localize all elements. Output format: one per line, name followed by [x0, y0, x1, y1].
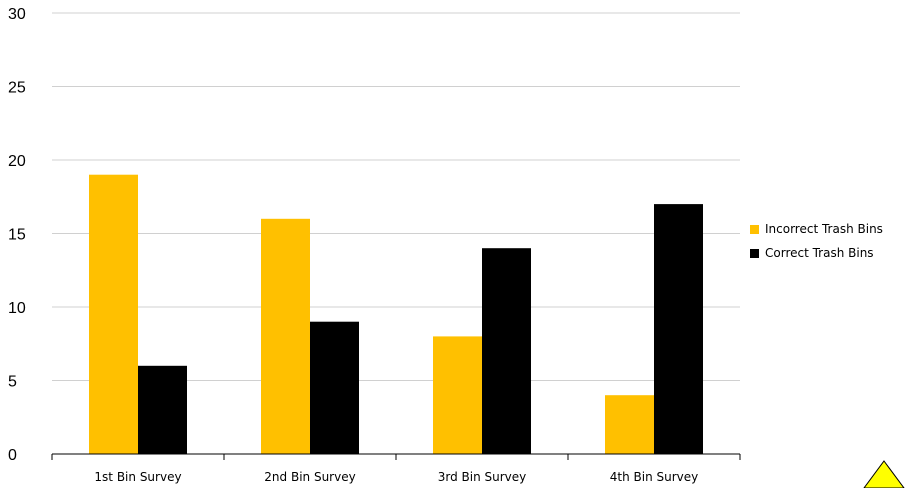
- bars: [89, 174, 703, 454]
- bar-incorrect-2: [261, 218, 310, 454]
- bar-incorrect-4: [605, 395, 654, 454]
- legend-item-correct: Correct Trash Bins: [750, 245, 883, 261]
- legend-swatch-incorrect: [750, 224, 759, 234]
- legend: Incorrect Trash Bins Correct Trash Bins: [750, 221, 883, 269]
- legend-label-incorrect: Incorrect Trash Bins: [765, 222, 883, 236]
- x-axis-labels: 1st Bin Survey 2nd Bin Survey 3rd Bin Su…: [94, 470, 698, 484]
- y-tick-label: 25: [8, 80, 26, 97]
- y-tick-label: 0: [8, 447, 17, 464]
- legend-item-incorrect: Incorrect Trash Bins: [750, 221, 883, 237]
- x-category-label: 3rd Bin Survey: [438, 470, 527, 484]
- x-axis: [51, 453, 741, 460]
- bar-correct-4: [654, 204, 703, 454]
- corner-triangle-icon: [863, 460, 905, 488]
- legend-swatch-correct: [750, 248, 759, 258]
- y-tick-label: 5: [8, 374, 17, 391]
- bar-correct-1: [138, 365, 187, 454]
- y-tick-label: 15: [8, 227, 26, 244]
- x-category-label: 2nd Bin Survey: [264, 470, 355, 484]
- legend-label-correct: Correct Trash Bins: [765, 246, 874, 260]
- y-tick-label: 20: [8, 153, 26, 170]
- bar-incorrect-3: [433, 336, 482, 454]
- y-tick-label: 30: [8, 6, 26, 23]
- bar-incorrect-1: [89, 174, 138, 454]
- x-category-label: 1st Bin Survey: [94, 470, 181, 484]
- bar-correct-2: [310, 321, 359, 454]
- y-tick-label: 10: [8, 300, 26, 317]
- y-axis-ticks: 0 5 10 15 20 25 30: [8, 6, 26, 464]
- bar-correct-3: [482, 248, 531, 454]
- x-category-label: 4th Bin Survey: [610, 470, 699, 484]
